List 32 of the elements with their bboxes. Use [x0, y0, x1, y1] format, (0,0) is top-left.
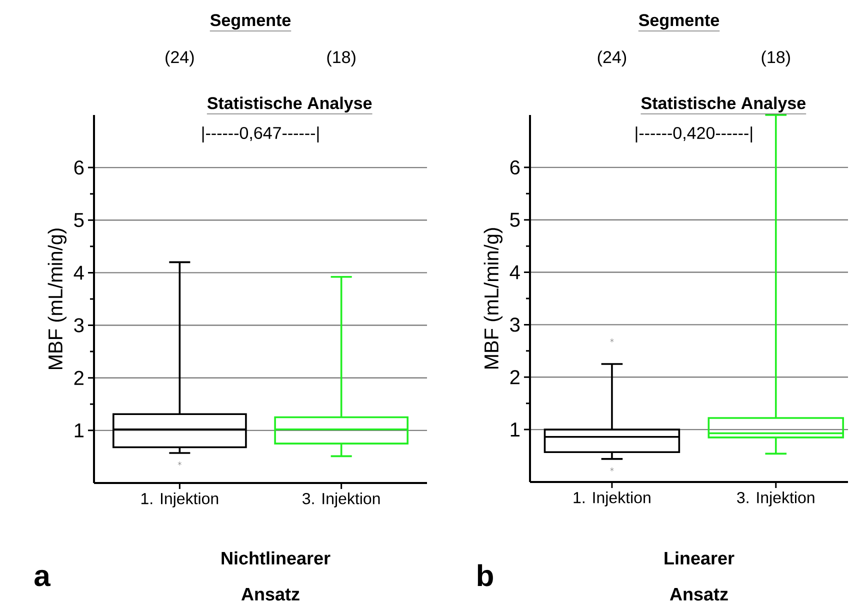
x-tick-label: 1. Injektion: [574, 492, 650, 506]
chart-title: Segmente: [210, 14, 291, 30]
y-tick-label: 4: [510, 265, 520, 280]
text: a: [34, 570, 51, 586]
text: Nichtlinearer Ansatz: [222, 551, 330, 601]
y-axis-title: MBF (mL/min/g): [484, 228, 502, 369]
x-tick-label: 3. Injektion: [302, 492, 380, 508]
annotation: |------0,647------|: [202, 126, 319, 142]
text: (24): [598, 50, 626, 67]
annotation: |------0,420------|: [636, 126, 752, 142]
chart-title: Segmente: [638, 14, 720, 30]
y-tick-label: 5: [74, 213, 84, 228]
y-tick-label: 4: [74, 266, 84, 280]
y-tick-label: 1: [74, 424, 84, 438]
x-tick-label: 3. Injektion: [737, 492, 814, 506]
y-tick-label: 5: [510, 212, 520, 227]
y-tick-label: 6: [510, 160, 520, 174]
y-tick-label: 2: [74, 370, 84, 385]
y-tick-label: 2: [510, 370, 520, 384]
text: Statistische Analyse: [641, 96, 806, 113]
y-axis-title: MBF (mL/min/g): [48, 228, 66, 370]
text: (18): [762, 50, 790, 67]
y-tick-label: 3: [74, 318, 84, 332]
y-tick-label: 6: [74, 160, 84, 175]
text: b: [478, 564, 493, 586]
text: (18): [327, 50, 356, 67]
y-tick-label: 3: [510, 318, 520, 332]
text: Linearer Ansatz: [664, 551, 734, 601]
text: (24): [166, 50, 194, 67]
y-tick-label: 1: [510, 422, 520, 436]
text: Statistische Analyse: [207, 96, 372, 113]
x-tick-label: 1. Injektion: [141, 492, 218, 508]
